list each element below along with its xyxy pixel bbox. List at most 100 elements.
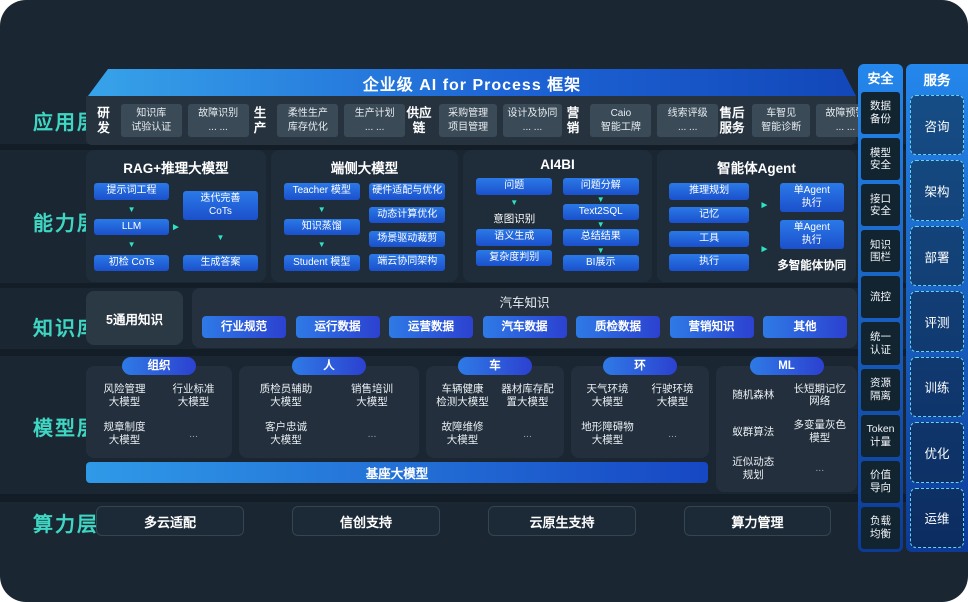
model-item-more: ... — [815, 462, 825, 475]
arrow-down-icon: ▼ — [596, 194, 605, 204]
arrow-down-icon: ▼ — [596, 220, 605, 229]
model-item: 故障维修 大模型 — [441, 421, 484, 446]
app-box: 车智见 智能诊断 — [752, 104, 811, 137]
app-box: 线索评级 ... ... — [657, 104, 719, 137]
app-box: 设计及协同 ... ... — [503, 104, 562, 137]
flow-box: 问题 — [476, 178, 553, 195]
model-group-environment: 环 天气环境 大模型 行驶环境 大模型 地形障碍物 大模型 ... — [571, 357, 709, 458]
model-item: 随机森林 — [732, 389, 775, 402]
model-item: 销售培训 大模型 — [351, 383, 393, 408]
service-item: 架构 — [910, 160, 964, 221]
arrow-right-icon: ► — [171, 221, 181, 233]
flow-box: 总结结果 — [562, 229, 639, 246]
app-group-label: 营销 — [566, 105, 580, 135]
panel-title: 智能体Agent — [717, 161, 796, 176]
service-item: 运维 — [910, 487, 964, 548]
model-item: 长短期记忆 网络 — [793, 382, 847, 408]
app-group-label: 供应链 — [406, 105, 432, 135]
arrow-down-icon: ▼ — [510, 198, 519, 208]
model-group-pill: 人 — [292, 357, 366, 375]
flow-box: 提示词工程 — [94, 183, 170, 200]
knowledge-pill: 运行数据 — [295, 316, 380, 338]
layer-divider — [0, 494, 968, 502]
layer-divider — [0, 283, 968, 288]
service-item: 训练 — [910, 356, 964, 418]
flow-box: 场景驱动裁剪 — [369, 230, 446, 248]
flow-box: 生成答案 — [182, 254, 258, 271]
label-capability-layer: 能力层 — [33, 213, 99, 235]
flow-box: 工具 — [669, 230, 750, 248]
knowledge-auto-title: 汽车知识 — [499, 296, 550, 310]
app-group-marketing: 营销 Caio 智能工牌 线索评级 ... ... — [562, 104, 719, 137]
panel-title: AI4BI — [540, 157, 575, 172]
flow-box: 单Agent 执行 — [779, 220, 844, 249]
flow-box: 语义生成 — [476, 229, 553, 246]
app-group-label: 售后服务 — [719, 105, 745, 135]
arrow-right-icon: ► — [759, 243, 770, 255]
flow-box: Text2SQL — [562, 203, 639, 220]
model-item-more: ... — [668, 427, 677, 440]
panel-rag: RAG+推理大模型 提示词工程 ▼ LLM ▼ 初检 CoTs ► 迭代完善 C… — [86, 150, 266, 282]
security-item: 知识 围栏 — [861, 230, 900, 273]
model-group-people: 人 质检员辅助 大模型 销售培训 大模型 客户忠诚 大模型 ... — [239, 357, 419, 458]
app-box: 故障识别 ... ... — [187, 104, 249, 137]
flow-box: 硬件适配与优化 — [369, 183, 446, 200]
security-title: 安全 — [867, 71, 894, 86]
framework-title: 企业级 AI for Process 框架 — [362, 76, 582, 94]
model-group-ml: ML 随机森林 长短期记忆 网络 蚁群算法 多变量灰色 模型 近似动态 规划 .… — [716, 357, 857, 492]
knowledge-general-box: 5通用知识 — [86, 291, 183, 345]
model-group-pill: 组织 — [122, 357, 196, 375]
model-item: 多变量灰色 模型 — [793, 419, 847, 444]
flow-box: 推理规划 — [669, 183, 750, 200]
service-item: 部署 — [910, 225, 964, 287]
label-knowledge-base: 知识库 — [33, 318, 99, 340]
panel-title: 端侧大模型 — [330, 161, 399, 176]
flow-box: LLM — [94, 218, 170, 236]
security-item: 数据 备份 — [861, 92, 900, 135]
app-box: 生产计划 ... ... — [344, 104, 406, 137]
service-column: 服务 咨询 架构 部署 评测 训练 优化 运维 — [906, 64, 968, 552]
flow-box: Student 模型 — [283, 254, 360, 271]
model-item: 行业标准 大模型 — [172, 383, 215, 408]
security-column: 安全 数据 备份 模型 安全 接口 安全 知识 围栏 流控 统一 认证 资源 隔… — [858, 64, 903, 552]
model-group-pill: ML — [749, 357, 824, 375]
flow-box: 复杂度判别 — [476, 249, 553, 266]
service-item: 优化 — [910, 422, 964, 483]
compute-box-xinchuang: 信创支持 — [292, 506, 440, 536]
service-item: 咨询 — [910, 95, 964, 156]
arrow-down-icon: ▼ — [127, 240, 136, 250]
app-box: 知识库 试验认证 — [120, 104, 182, 137]
security-item: 接口 安全 — [861, 184, 900, 227]
knowledge-pill: 运营数据 — [389, 316, 473, 338]
knowledge-auto-panel: 汽车知识 行业规范 运行数据 运营数据 汽车数据 质检数据 营销知识 其他 — [192, 288, 857, 348]
security-item: 负载 均衡 — [861, 506, 900, 549]
app-group-after-sales: 售后服务 车智见 智能诊断 故障预警 ... ... — [718, 104, 875, 137]
model-item: 天气环境 大模型 — [586, 383, 629, 408]
arrow-down-icon: ▼ — [216, 232, 225, 242]
model-item: 客户忠诚 大模型 — [265, 421, 307, 446]
compute-box-multicloud: 多云适配 — [96, 506, 244, 536]
flow-box: 动态计算优化 — [369, 206, 446, 224]
app-group-rd: 研发 知识库 试验认证 故障识别 ... ... — [92, 104, 249, 137]
arrow-down-icon: ▼ — [317, 240, 326, 250]
security-item: 模型 安全 — [861, 138, 900, 181]
arrow-down-icon: ▼ — [596, 245, 605, 255]
label-application-layer: 应用层 — [33, 112, 99, 134]
security-item: 统一 认证 — [861, 322, 900, 365]
flow-box: 单Agent 执行 — [779, 183, 844, 212]
compute-box-cloudnative: 云原生支持 — [488, 506, 636, 536]
model-item-more: ... — [189, 427, 198, 440]
model-item: 风险管理 大模型 — [103, 383, 146, 408]
model-item: 行驶环境 大模型 — [651, 383, 694, 408]
app-box: 柔性生产 库存优化 — [277, 104, 339, 137]
app-group-label: 生产 — [253, 105, 267, 135]
app-box: Caio 智能工牌 — [590, 104, 652, 137]
knowledge-pill: 营销知识 — [669, 316, 754, 338]
flow-box: 迭代完善 CoTs — [182, 191, 258, 220]
knowledge-pill: 其他 — [763, 316, 847, 338]
model-item-more: ... — [523, 427, 532, 440]
arrow-down-icon: ▼ — [127, 204, 136, 214]
model-group-pill: 车 — [458, 357, 532, 375]
flow-box: 执行 — [669, 254, 750, 271]
